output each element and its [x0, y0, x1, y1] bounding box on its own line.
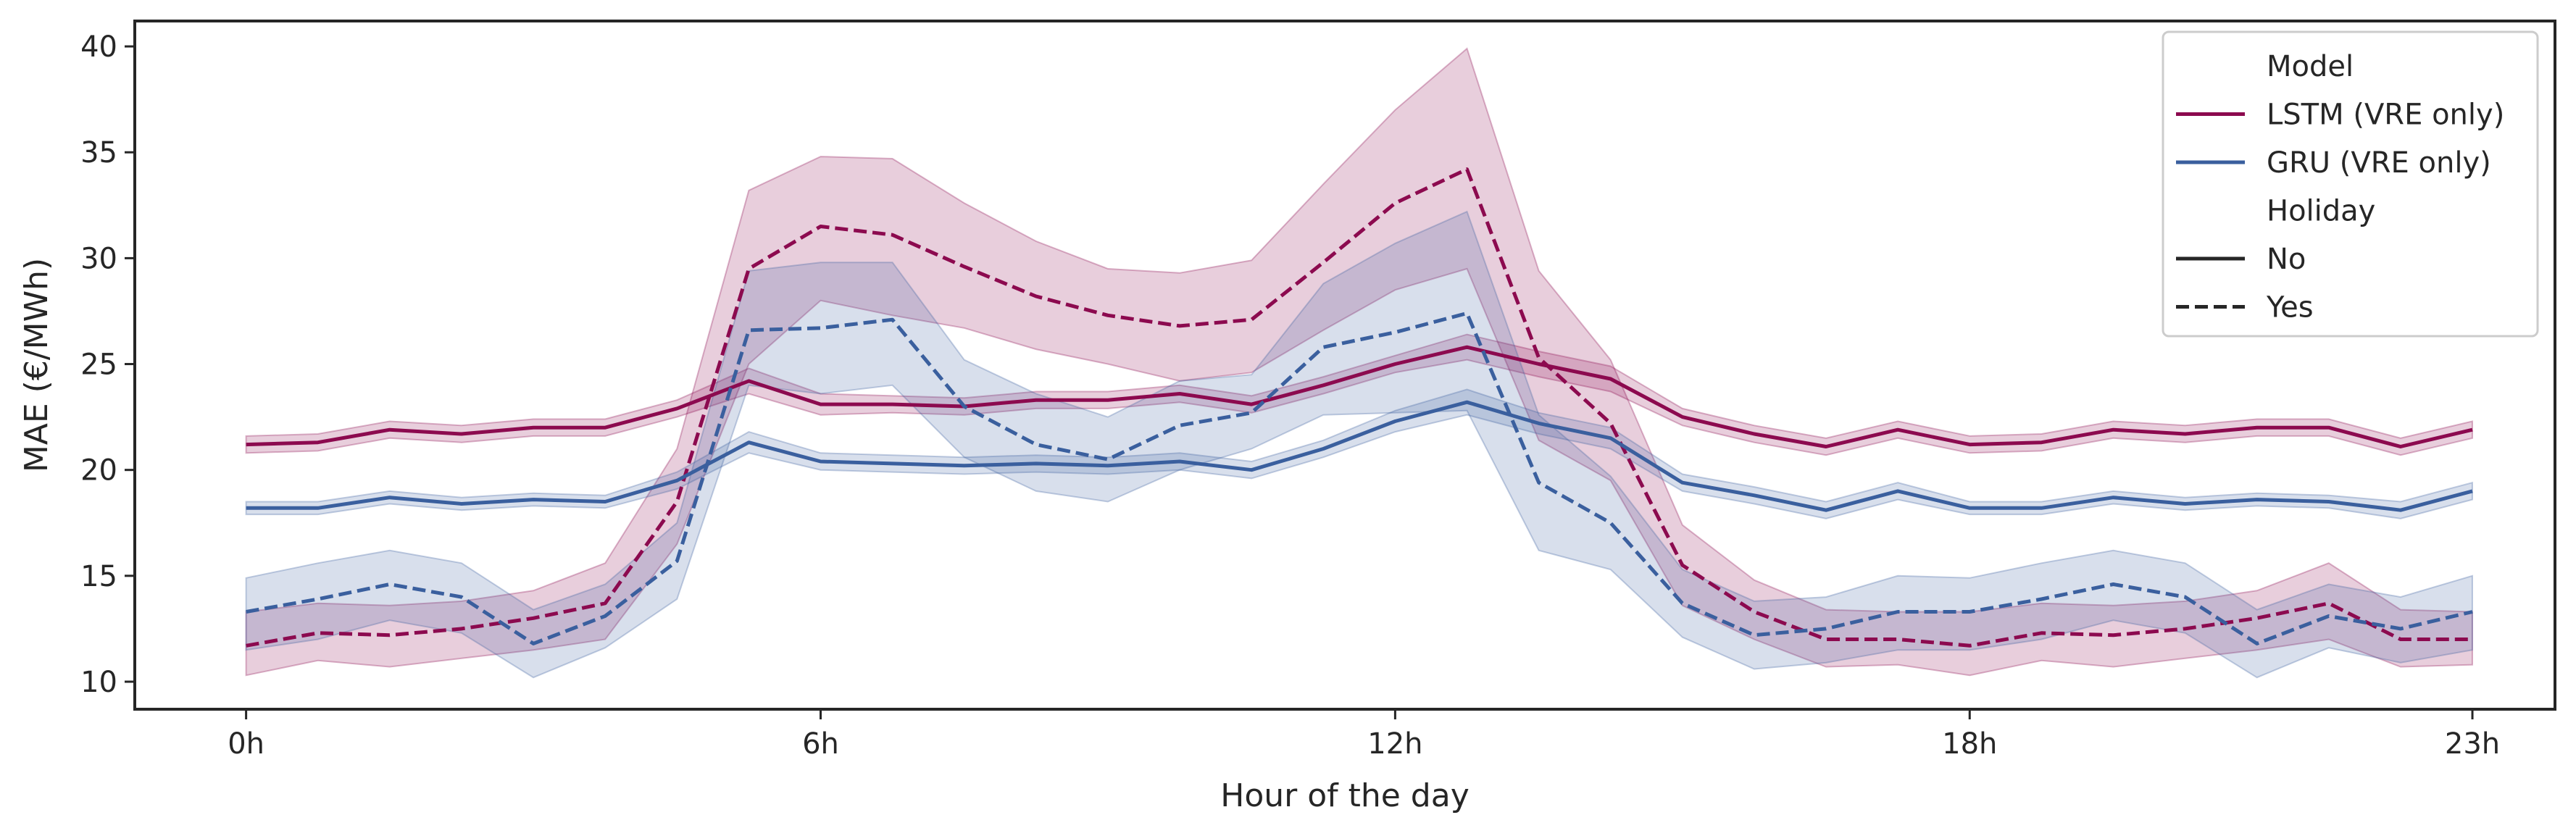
legend-label: LSTM (VRE only) [2267, 99, 2504, 132]
confidence-bands [245, 47, 2473, 679]
legend-group-title: Holiday [2267, 195, 2375, 228]
y-axis: 10 15 20 25 30 35 40 [80, 30, 135, 699]
y-tick-label: 15 [80, 560, 117, 593]
ci-band-gru-holiday [245, 210, 2473, 679]
legend-label: GRU (VRE only) [2267, 146, 2491, 180]
legend: Model LSTM (VRE only) GRU (VRE only) Holida… [2162, 30, 2539, 338]
series-lines [246, 167, 2473, 648]
legend-group-title: Model [2267, 50, 2354, 83]
y-tick-label: 35 [80, 136, 117, 170]
series-line-lstm-holiday [246, 167, 2472, 648]
series-line-gru-holiday [246, 311, 2473, 645]
ci-band-lstm-no-holiday [245, 333, 2473, 456]
series-line-lstm-no-holiday [246, 345, 2473, 448]
legend-label: Yes [2266, 291, 2314, 325]
legend-box [2162, 30, 2539, 338]
y-tick-label: 10 [80, 666, 117, 699]
y-tick-label: 30 [80, 242, 117, 275]
y-tick-label: 20 [80, 454, 117, 488]
series-line-gru-no-holiday [246, 400, 2473, 512]
legend-label: No [2267, 243, 2306, 276]
x-tick-label: 23h [2445, 727, 2500, 761]
x-tick-label: 12h [1367, 727, 1422, 761]
y-tick-label: 40 [80, 30, 117, 64]
x-axis: 0h 6h 12h 18h 23h [228, 709, 2500, 761]
x-tick-label: 0h [228, 727, 264, 761]
y-axis-title: MAE (€/MWh) [18, 258, 55, 472]
ci-band-lstm-holiday [245, 47, 2473, 677]
x-tick-label: 18h [1942, 727, 1997, 761]
x-tick-label: 6h [802, 727, 839, 761]
y-tick-label: 25 [80, 348, 117, 382]
x-axis-title: Hour of the day [1220, 777, 1470, 814]
ci-band-gru-no-holiday [245, 388, 2473, 519]
